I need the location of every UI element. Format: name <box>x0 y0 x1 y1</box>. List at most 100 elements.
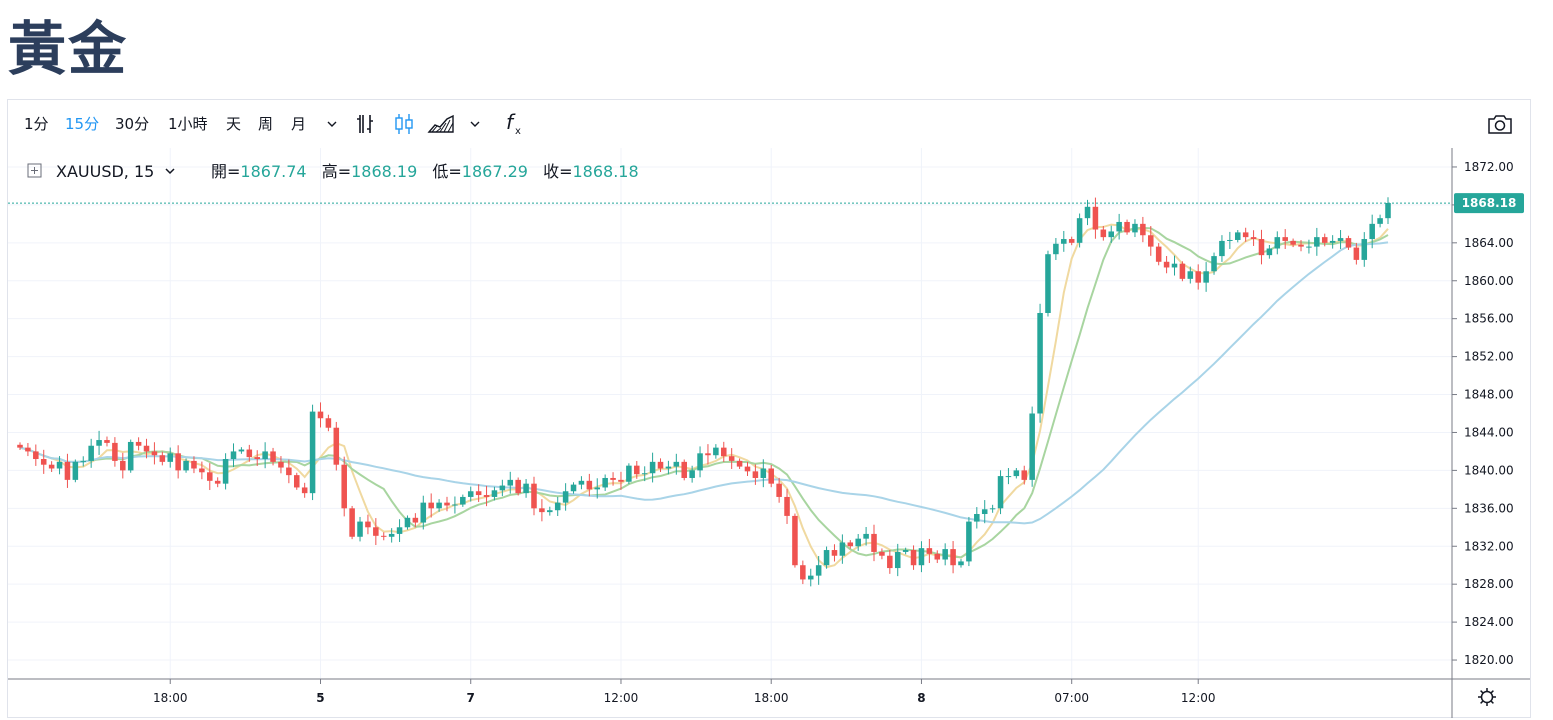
candle <box>697 446 703 478</box>
candle <box>1100 226 1107 241</box>
chevron-down-icon[interactable] <box>326 118 338 130</box>
candle <box>523 479 529 498</box>
y-tick-label: 1828.00 <box>1464 577 1514 591</box>
candle <box>547 506 553 516</box>
collapse-legend-icon[interactable] <box>27 163 42 178</box>
area-chart-icon[interactable] <box>427 112 455 136</box>
candle-body <box>1203 271 1209 283</box>
candle <box>570 482 577 494</box>
candle <box>531 476 537 516</box>
candle <box>1187 266 1194 284</box>
interval-1h[interactable]: 1小時 <box>168 115 208 133</box>
candle-body <box>270 451 276 462</box>
candle-body <box>72 461 79 480</box>
candle-body <box>1321 237 1328 243</box>
candle-body <box>1013 470 1020 477</box>
candle-body <box>839 542 846 556</box>
interval-1m[interactable]: 1分 <box>24 115 49 133</box>
time-axis[interactable]: 18:00 5 7 12:00 18:00 8 07:00 12:00 <box>153 679 1216 705</box>
interval-day[interactable]: 天 <box>226 115 242 133</box>
candle-body <box>1266 248 1273 256</box>
candle-body <box>1108 231 1115 238</box>
y-tick-label: 1836.00 <box>1464 501 1514 515</box>
candle <box>989 504 996 513</box>
candle-body <box>807 575 814 580</box>
candle <box>689 465 695 483</box>
candle <box>1140 216 1146 243</box>
candle <box>120 452 126 479</box>
candle-body <box>222 459 229 484</box>
symbol-label[interactable]: XAUUSD, 15 <box>56 162 154 181</box>
candle-body <box>618 479 624 482</box>
x-tick-label: 5 <box>316 691 324 705</box>
candle <box>926 538 933 564</box>
candle <box>341 456 347 517</box>
interval-week[interactable]: 周 <box>258 115 274 133</box>
candle-body <box>634 465 640 475</box>
candle-body <box>325 418 332 428</box>
candle-body <box>531 483 537 509</box>
interval-30m[interactable]: 30分 <box>115 115 150 133</box>
candle <box>1061 230 1067 252</box>
chevron-down-icon[interactable] <box>165 168 175 175</box>
candle <box>1314 227 1320 256</box>
candle <box>238 447 245 454</box>
candle-body <box>1211 256 1217 272</box>
candle-body <box>1290 240 1296 245</box>
candle-body <box>752 471 759 478</box>
x-tick-label: 07:00 <box>1054 691 1089 705</box>
settings-gear-icon[interactable] <box>1478 688 1496 706</box>
candle-body <box>1140 223 1146 236</box>
candle-body <box>926 548 933 554</box>
candle-body <box>475 491 482 496</box>
candle-body <box>135 441 142 446</box>
candle-body <box>792 515 798 566</box>
candle <box>1329 235 1336 249</box>
candle <box>934 550 941 564</box>
interval-15m[interactable]: 15分 <box>65 115 100 133</box>
candle <box>467 486 474 502</box>
candle-body <box>547 510 553 513</box>
candle <box>286 459 292 484</box>
candle-body <box>214 480 221 484</box>
candle <box>404 515 411 530</box>
candle-body <box>1242 232 1249 238</box>
candle <box>17 442 23 451</box>
candle-body <box>1258 239 1265 256</box>
price-chart[interactable]: 1872.001868.001864.001860.001856.001852.… <box>8 148 1530 718</box>
ohlc-values: 開=1867.74 高=1868.19 低=1867.29 收=1868.18 <box>211 162 639 181</box>
candle-body <box>88 445 94 461</box>
x-tick-label: 18:00 <box>754 691 789 705</box>
interval-month[interactable]: 月 <box>291 115 307 133</box>
camera-icon[interactable] <box>1486 112 1514 136</box>
candle <box>365 514 371 535</box>
candle <box>460 494 466 507</box>
candle-body <box>863 533 869 539</box>
bar-chart-icon[interactable] <box>354 112 376 136</box>
candle <box>1053 237 1059 260</box>
candle <box>1163 256 1170 274</box>
candle <box>1282 229 1288 249</box>
candle <box>1377 214 1383 228</box>
candle <box>1148 226 1154 256</box>
candle <box>610 472 616 486</box>
candle-body <box>396 527 403 534</box>
candle <box>1045 250 1051 317</box>
indicators-icon[interactable]: f x <box>502 112 524 138</box>
price-axis[interactable]: 1872.001868.001864.001860.001856.001852.… <box>1452 160 1514 667</box>
candlestick-icon[interactable] <box>393 112 415 136</box>
chevron-down-icon[interactable] <box>469 118 481 130</box>
candle-body <box>760 468 767 478</box>
candle <box>673 453 680 475</box>
candle-body <box>191 460 197 469</box>
close-label: 收= <box>543 162 572 181</box>
candle <box>436 499 442 512</box>
candle-body <box>966 521 972 562</box>
candle-body <box>823 550 830 566</box>
candle <box>1171 255 1178 276</box>
candle <box>444 496 450 512</box>
candle-body <box>1132 223 1138 233</box>
candle-body <box>1377 218 1383 224</box>
candle <box>325 414 332 432</box>
candle <box>143 438 150 459</box>
